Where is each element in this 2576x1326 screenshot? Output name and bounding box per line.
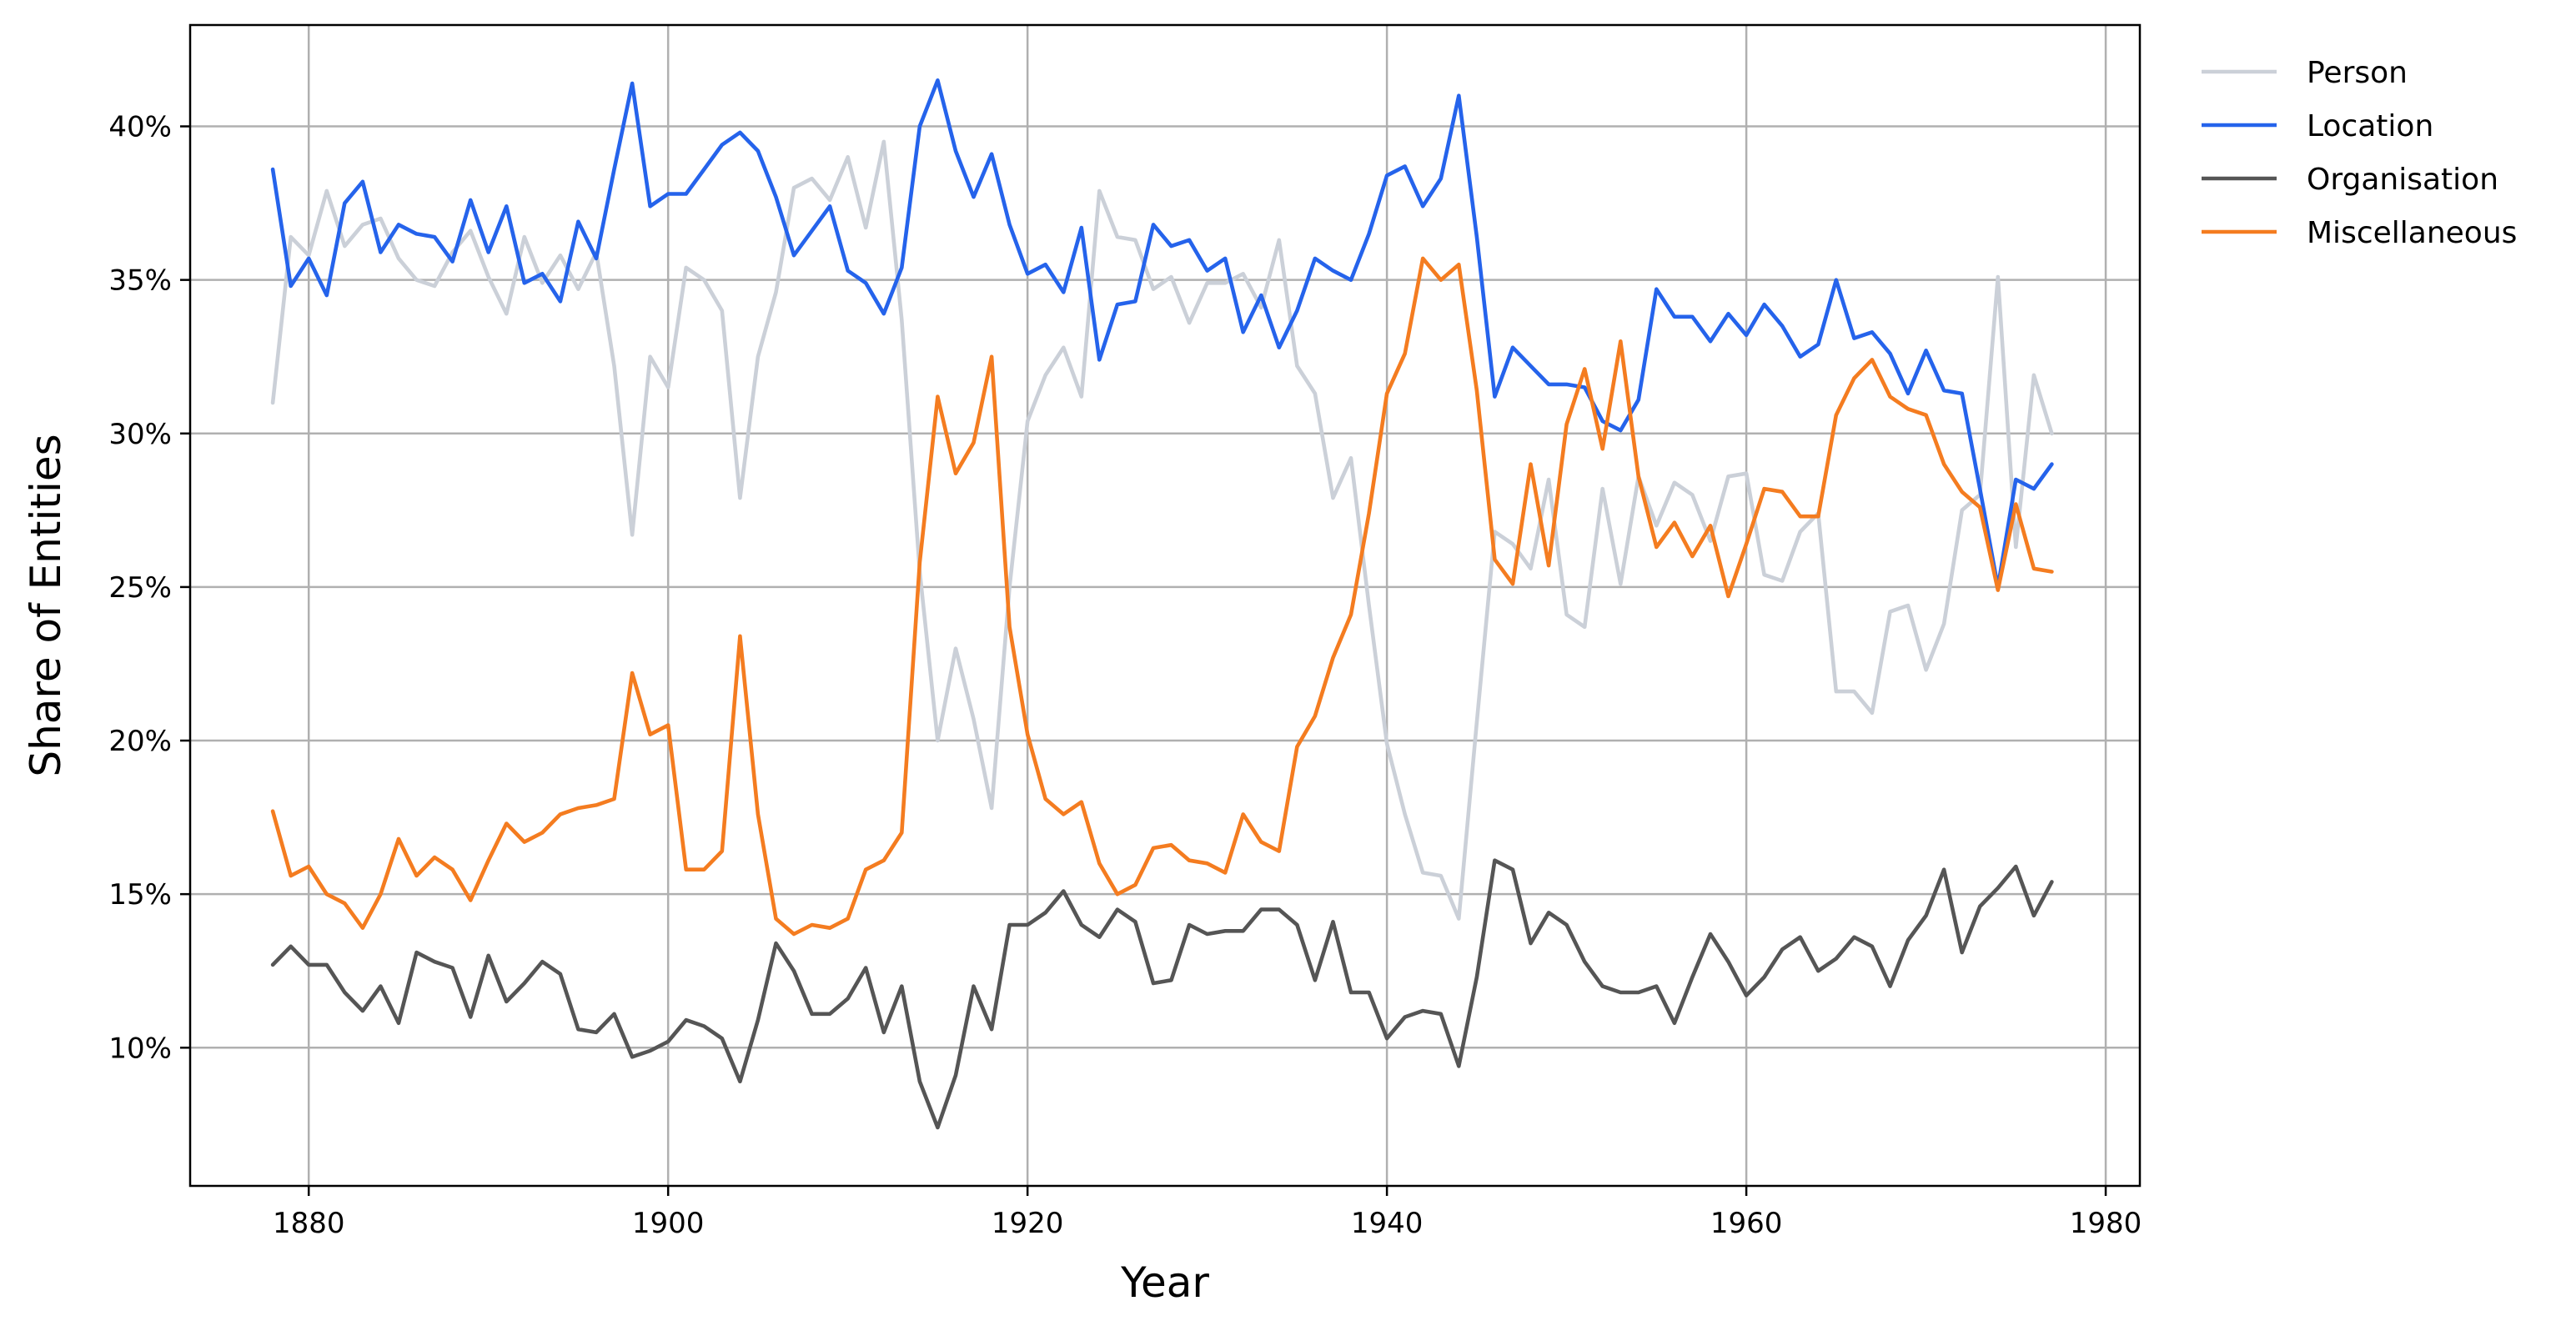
legend-label: Person [2307, 56, 2408, 90]
legend: Person Location Organisation Miscellaneous [2202, 56, 2517, 250]
x-tick-label: 1920 [992, 1207, 1064, 1240]
legend-item-organisation: Organisation [2202, 163, 2498, 197]
x-tick-label: 1960 [1710, 1207, 1783, 1240]
legend-label: Organisation [2307, 163, 2498, 197]
x-tick-label: 1880 [273, 1207, 345, 1240]
x-axis-ticks: 1880 1900 1920 1940 1960 1980 [273, 1186, 2142, 1240]
series-lines [270, 78, 2054, 1130]
y-axis-ticks: 10% 15% 20% 25% 30% 35% 40% [108, 111, 190, 1065]
series-line-location [270, 78, 2054, 590]
legend-label: Miscellaneous [2307, 216, 2517, 250]
legend-item-location: Location [2202, 109, 2433, 143]
series-line-organisation [270, 858, 2054, 1130]
y-tick-label: 20% [108, 725, 172, 758]
x-axis-title: Year [1120, 1258, 1209, 1307]
series-line-miscellaneous [270, 256, 2054, 937]
y-tick-label: 25% [108, 571, 172, 605]
legend-label: Location [2307, 109, 2433, 143]
y-tick-label: 40% [108, 111, 172, 144]
x-tick-label: 1900 [632, 1207, 705, 1240]
y-tick-label: 15% [108, 878, 172, 912]
plot-frame [188, 23, 2142, 1188]
y-tick-label: 10% [108, 1032, 172, 1065]
series-line-person [270, 139, 2054, 921]
legend-item-miscellaneous: Miscellaneous [2202, 216, 2517, 250]
y-tick-label: 30% [108, 418, 172, 451]
y-tick-label: 35% [108, 264, 172, 298]
legend-item-person: Person [2202, 56, 2408, 90]
x-tick-label: 1940 [1351, 1207, 1424, 1240]
y-axis-title: Share of Entities [22, 434, 70, 776]
x-tick-label: 1980 [2070, 1207, 2142, 1240]
grid [190, 25, 2140, 1186]
